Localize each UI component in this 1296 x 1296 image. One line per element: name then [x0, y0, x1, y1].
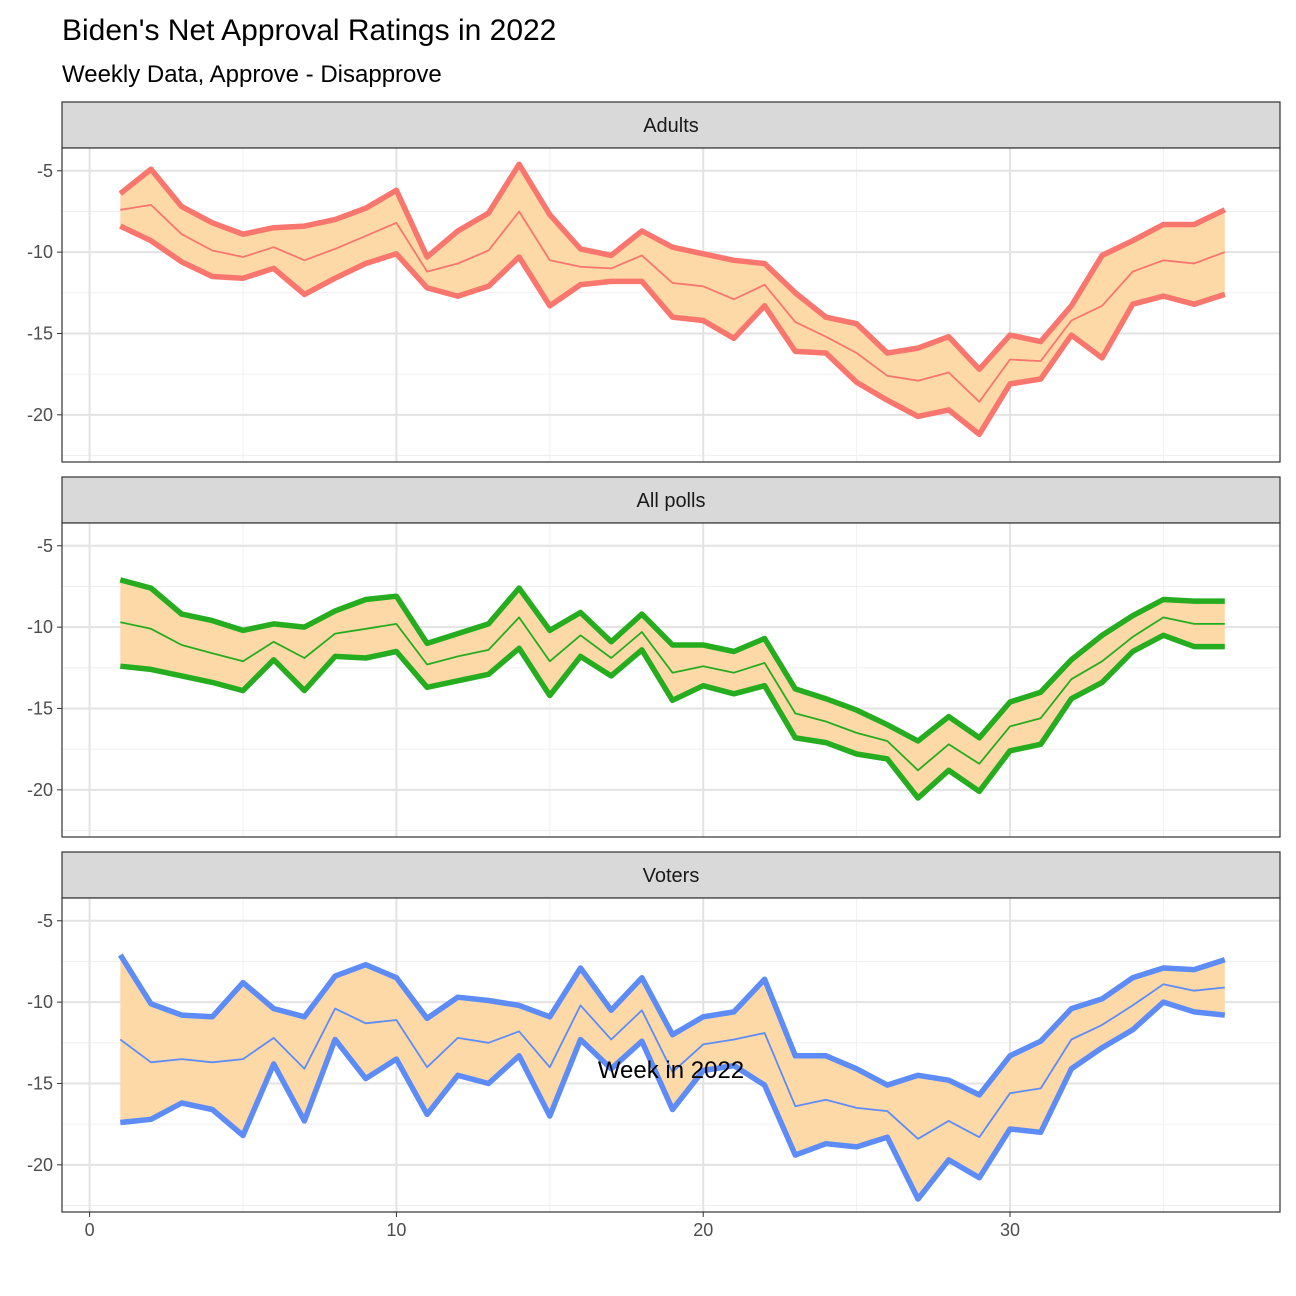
- confidence-band: [120, 164, 1225, 435]
- y-tick-label: -15: [27, 323, 53, 343]
- facet-panel-voters: Voters -5 -10 -15 -20: [27, 851, 1281, 1213]
- y-tick-label: -15: [27, 698, 53, 718]
- facet-strip-label: Voters: [643, 865, 700, 887]
- chart-subtitle: Weekly Data, Approve - Disapprove: [62, 61, 442, 88]
- facet-strip-label: All polls: [637, 490, 706, 512]
- x-tick-label: 20: [693, 1220, 713, 1240]
- net-approval-line: [120, 203, 1226, 403]
- y-tick-label: -10: [27, 617, 53, 637]
- upper-bound-line: [117, 953, 1226, 1098]
- y-tick-label: -20: [27, 780, 53, 800]
- upper-bound-line: [119, 577, 1225, 744]
- facet-strip: [61, 101, 1281, 149]
- y-tick-label: -5: [37, 536, 53, 556]
- x-axis-title: Week in 2022: [598, 1057, 744, 1084]
- confidence-band: [120, 954, 1225, 1199]
- panel-border: [61, 147, 1281, 463]
- facet-panel-all-polls: All polls -5 -10 -15 -20: [27, 476, 1281, 838]
- y-tick-label: -5: [37, 911, 53, 931]
- y-tick-label: -10: [27, 992, 53, 1012]
- y-tick-label: -15: [27, 1073, 53, 1093]
- panel-border: [61, 522, 1281, 838]
- facet-strip-label: Adults: [643, 115, 699, 137]
- chart-title: Biden's Net Approval Ratings in 2022: [62, 14, 556, 47]
- y-tick-label: -5: [37, 161, 53, 181]
- x-axis: 0 10 20 30: [85, 1212, 1020, 1240]
- x-tick-label: 30: [1000, 1220, 1020, 1240]
- net-approval-line: [119, 983, 1225, 1140]
- net-approval-line: [120, 616, 1225, 772]
- lower-bound-line: [120, 999, 1226, 1202]
- panel-border: [61, 897, 1281, 1213]
- x-tick-label: 0: [85, 1220, 95, 1240]
- upper-bound-line: [118, 161, 1226, 373]
- lower-bound-line: [119, 223, 1226, 438]
- y-tick-label: -20: [27, 405, 53, 425]
- y-tick-label: -10: [27, 242, 53, 262]
- facet-panel-adults: Adults -5 -10 -15 -20: [27, 101, 1281, 463]
- x-tick-label: 10: [386, 1220, 406, 1240]
- y-tick-label: -20: [27, 1155, 53, 1175]
- lower-bound-line: [120, 632, 1225, 801]
- facet-strip: [61, 476, 1281, 524]
